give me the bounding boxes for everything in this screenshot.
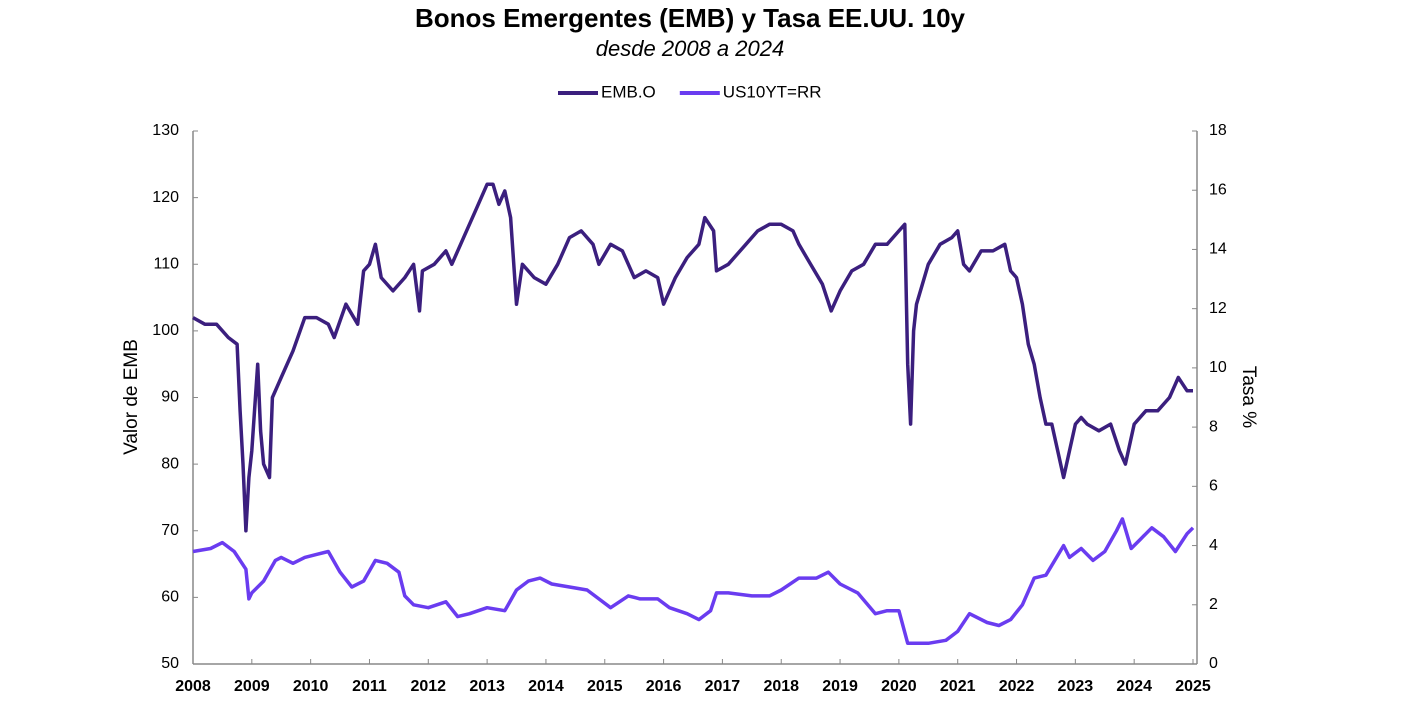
y2-tick-label: 2 xyxy=(1209,596,1218,613)
y2-tick-label: 14 xyxy=(1209,241,1227,258)
legend-label: US10YT=RR xyxy=(723,82,822,101)
x-tick-label: 2017 xyxy=(705,678,741,695)
series-line xyxy=(192,182,1193,533)
y-tick-label: 110 xyxy=(153,255,179,272)
y-tick-label: 50 xyxy=(161,655,179,672)
x-tick-label: 2019 xyxy=(822,678,858,695)
y2-tick-label: 4 xyxy=(1209,537,1218,554)
y2-tick-label: 12 xyxy=(1209,300,1227,317)
y2-tick-label: 6 xyxy=(1209,478,1218,495)
x-tick-label: 2020 xyxy=(881,678,917,695)
x-tick-label: 2015 xyxy=(587,678,623,695)
x-tick-label: 2022 xyxy=(999,678,1035,695)
y2-tick-label: 8 xyxy=(1209,418,1218,435)
y-axis-label: Valor de EMB xyxy=(121,339,142,455)
y-tick-label: 60 xyxy=(161,589,179,606)
x-tick-label: 2008 xyxy=(175,678,211,695)
chart-subtitle: desde 2008 a 2024 xyxy=(596,36,784,61)
y2-tick-label: 16 xyxy=(1209,181,1227,198)
y-tick-label: 100 xyxy=(152,322,179,339)
x-tick-label: 2009 xyxy=(234,678,270,695)
series-line xyxy=(192,517,1195,646)
x-tick-label: 2014 xyxy=(528,678,564,695)
y-tick-label: 80 xyxy=(161,455,179,472)
x-tick-label: 2012 xyxy=(410,678,446,695)
x-tick-label: 2016 xyxy=(646,678,682,695)
x-tick-label: 2018 xyxy=(763,678,799,695)
x-tick-label: 2010 xyxy=(293,678,329,695)
x-tick-label: 2025 xyxy=(1175,678,1211,695)
x-tick-label: 2013 xyxy=(469,678,505,695)
chart-title: Bonos Emergentes (EMB) y Tasa EE.UU. 10y xyxy=(415,3,966,33)
y2-axis-label: Tasa % xyxy=(1238,366,1259,428)
x-tick-label: 2023 xyxy=(1058,678,1094,695)
y2-tick-label: 10 xyxy=(1209,359,1227,376)
x-tick-label: 2011 xyxy=(352,678,387,695)
y-tick-label: 70 xyxy=(161,522,179,539)
y-tick-label: 90 xyxy=(161,389,179,406)
y2-tick-label: 0 xyxy=(1209,655,1218,672)
y-tick-label: 130 xyxy=(152,122,179,139)
x-tick-label: 2024 xyxy=(1116,678,1152,695)
y2-tick-label: 18 xyxy=(1209,122,1227,139)
y-tick-label: 120 xyxy=(152,189,179,206)
legend-label: EMB.O xyxy=(601,82,656,101)
x-tick-label: 2021 xyxy=(940,678,976,695)
